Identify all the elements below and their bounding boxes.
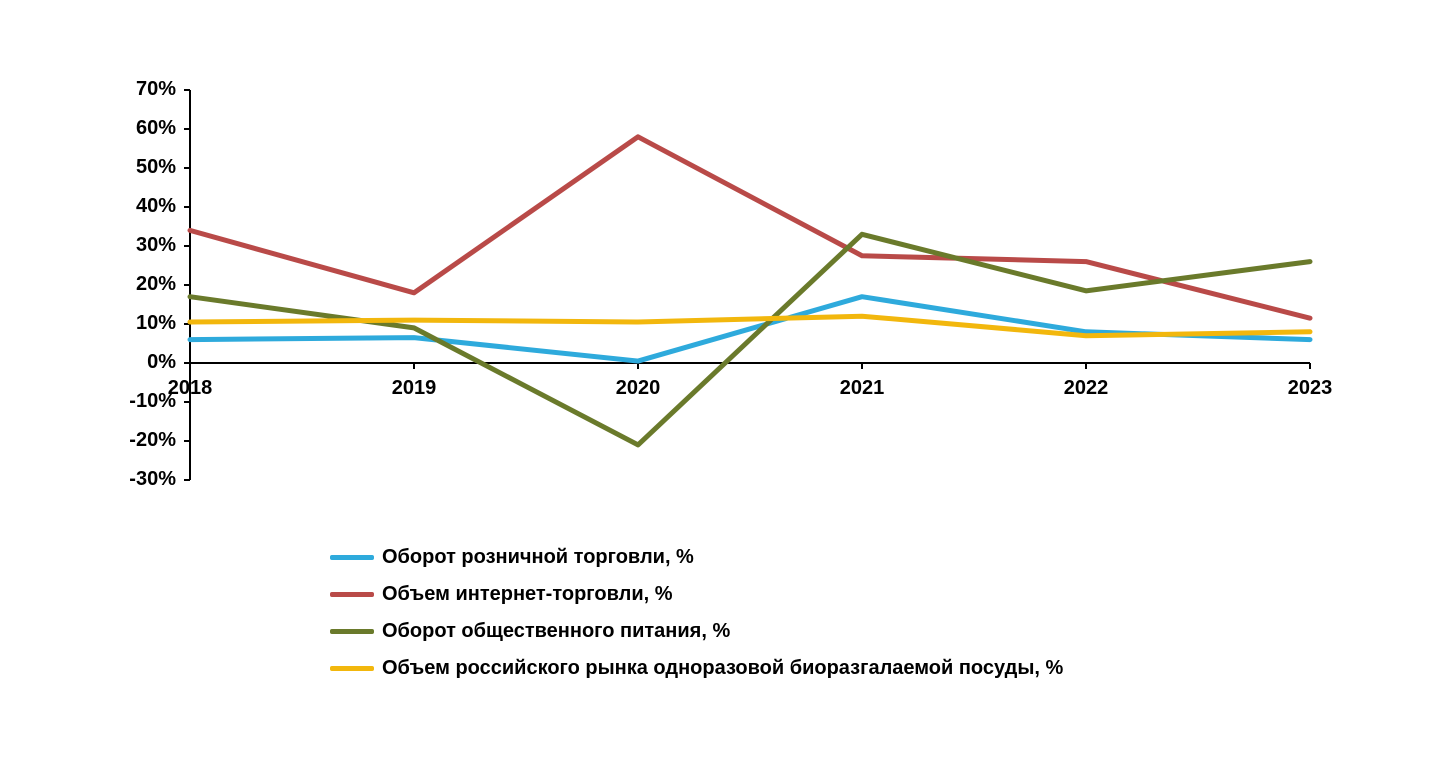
legend-swatch-retail — [330, 555, 374, 560]
y-tick-label: 10% — [136, 312, 176, 335]
y-tick-label: 50% — [136, 156, 176, 179]
legend-item-retail: Оборот розничной торговли, % — [330, 546, 1063, 569]
x-tick-label: 2021 — [822, 377, 902, 400]
x-tick-label: 2022 — [1046, 377, 1126, 400]
y-tick-label: 0% — [147, 351, 176, 374]
legend-item-bio: Объем российского рынка одноразовой биор… — [330, 657, 1063, 680]
y-tick-label: -20% — [129, 429, 176, 452]
legend: Оборот розничной торговли, % Объем интерн… — [330, 546, 1063, 680]
series-line-internet — [190, 137, 1310, 318]
chart-container: -30%-20%-10%0%10%20%30%40%50%60%70% 2018… — [0, 0, 1436, 762]
legend-label-catering: Оборот общественного питания, % — [382, 620, 730, 643]
x-tick-label: 2018 — [150, 377, 230, 400]
y-tick-label: 70% — [136, 78, 176, 101]
y-tick-label: 40% — [136, 195, 176, 218]
legend-label-bio: Объем российского рынка одноразовой биор… — [382, 657, 1063, 680]
y-tick-label: 20% — [136, 273, 176, 296]
legend-swatch-internet — [330, 592, 374, 597]
legend-label-internet: Объем интернет-торговли, % — [382, 583, 673, 606]
legend-item-internet: Объем интернет-торговли, % — [330, 583, 1063, 606]
legend-swatch-bio — [330, 666, 374, 671]
series-line-retail — [190, 297, 1310, 361]
legend-label-retail: Оборот розничной торговли, % — [382, 546, 694, 569]
x-tick-label: 2023 — [1270, 377, 1350, 400]
y-tick-label: 60% — [136, 117, 176, 140]
series-line-bio — [190, 316, 1310, 336]
legend-swatch-catering — [330, 629, 374, 634]
legend-item-catering: Оборот общественного питания, % — [330, 620, 1063, 643]
y-tick-label: 30% — [136, 234, 176, 257]
y-tick-label: -30% — [129, 468, 176, 491]
x-tick-label: 2019 — [374, 377, 454, 400]
x-tick-label: 2020 — [598, 377, 678, 400]
